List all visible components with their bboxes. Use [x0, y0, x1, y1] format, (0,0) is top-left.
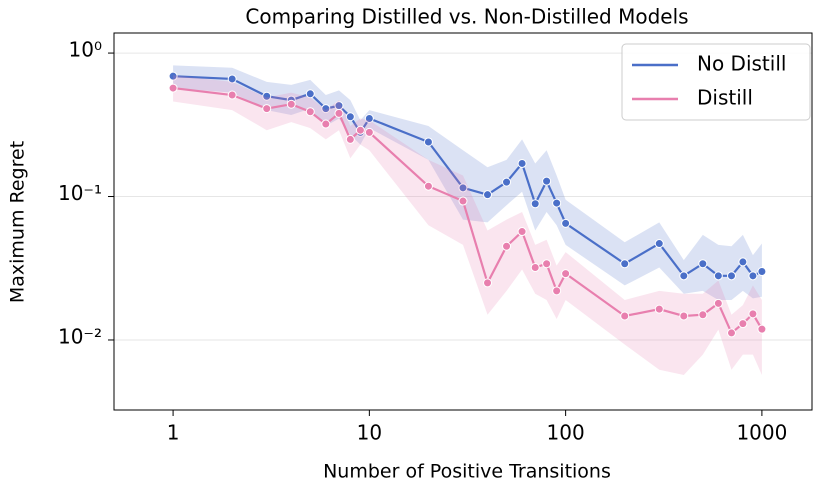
data-point	[757, 267, 767, 277]
data-point	[502, 241, 512, 251]
data-point	[423, 181, 433, 191]
data-point	[364, 113, 374, 123]
plot-frame	[113, 32, 813, 411]
data-point	[321, 119, 331, 129]
data-point	[748, 309, 758, 319]
data-point	[620, 311, 630, 321]
data-point	[561, 218, 571, 228]
data-point	[679, 311, 689, 321]
data-point	[679, 271, 689, 281]
y-axis-label: Maximum Regret	[7, 141, 29, 303]
data-point	[227, 90, 237, 100]
data-point	[530, 199, 540, 209]
data-point	[517, 227, 527, 237]
data-point	[726, 271, 736, 281]
data-point	[726, 328, 736, 338]
data-point	[364, 127, 374, 137]
data-point	[227, 74, 237, 84]
data-point	[713, 298, 723, 308]
y-tick-label: 10⁰	[69, 38, 102, 62]
x-tick-label: 1	[167, 421, 180, 445]
data-point	[654, 304, 664, 314]
data-point	[168, 83, 178, 93]
data-point	[305, 107, 315, 117]
data-point	[757, 324, 767, 334]
data-point	[168, 71, 178, 81]
legend-label: Distill	[697, 86, 753, 110]
data-point	[620, 259, 630, 269]
x-tick-label: 10	[357, 421, 382, 445]
legend-label: No Distill	[697, 52, 786, 76]
data-point	[530, 263, 540, 273]
chart-title: Comparing Distilled vs. Non-Distilled Mo…	[245, 5, 688, 29]
data-point	[355, 125, 365, 135]
data-point	[458, 183, 468, 193]
data-point	[738, 257, 748, 267]
data-point	[561, 269, 571, 279]
data-point	[423, 137, 433, 147]
data-point	[345, 112, 355, 122]
data-point	[334, 108, 344, 118]
data-point	[321, 104, 331, 114]
data-point	[483, 278, 493, 288]
data-point	[517, 158, 527, 168]
data-point	[262, 91, 272, 101]
data-point	[552, 286, 562, 296]
x-tick-label: 1000	[736, 421, 787, 445]
data-point	[738, 319, 748, 329]
data-point	[698, 259, 708, 269]
confidence-band	[173, 65, 762, 300]
legend-box	[621, 43, 811, 121]
data-point	[262, 104, 272, 114]
y-tick-label: 10⁻²	[58, 324, 102, 348]
data-point	[654, 239, 664, 249]
data-point	[345, 134, 355, 144]
data-point	[542, 176, 552, 186]
data-point	[713, 271, 723, 281]
confidence-band	[173, 75, 762, 375]
series-line	[172, 86, 763, 335]
data-point	[458, 196, 468, 206]
data-point	[286, 99, 296, 109]
y-tick-label: 10⁻¹	[58, 181, 102, 205]
series-line	[173, 75, 763, 278]
x-axis-label: Number of Positive Transitions	[323, 461, 611, 483]
x-tick-label: 100	[547, 421, 585, 445]
data-point	[483, 190, 493, 200]
data-point	[542, 259, 552, 269]
data-point	[305, 89, 315, 99]
data-point	[748, 271, 758, 281]
data-point	[502, 177, 512, 187]
data-point	[698, 310, 708, 320]
data-point	[552, 198, 562, 208]
